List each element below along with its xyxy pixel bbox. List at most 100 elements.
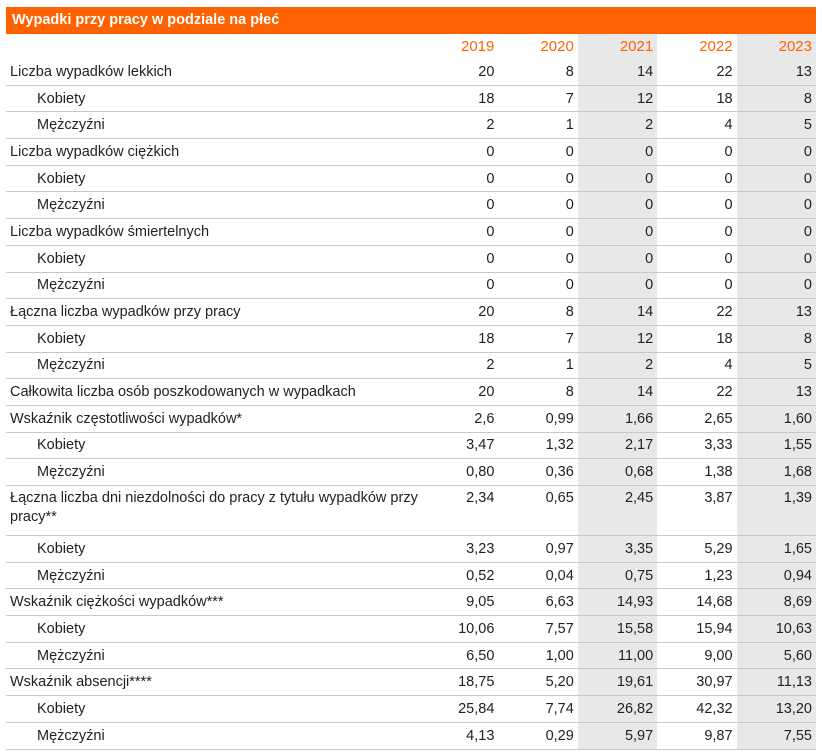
table-row: Wskaźnik ciężkości wypadków*** 9,05 6,63 14… xyxy=(6,588,816,617)
value-cell-2022: 4 xyxy=(657,352,737,380)
value-cell-2019: 18 xyxy=(419,85,499,113)
value-cell-2022: 15,94 xyxy=(657,615,737,643)
table-row: Wskaźnik absencji**** 18,75 5,20 19,61 30,97… xyxy=(6,668,816,697)
value-cell-2021: 1,66 xyxy=(577,405,658,433)
value-cell-2023: 0 xyxy=(736,191,816,220)
value-cell-2023: 5 xyxy=(736,352,816,380)
row-label: Wskaźnik częstotliwości wypadków* xyxy=(6,405,420,433)
value-cell-2023: 7,55 xyxy=(736,722,816,750)
table-row: Całkowita liczba osób poszkodowanych w w… xyxy=(6,378,816,406)
value-cell-2020: 0,65 xyxy=(498,485,578,536)
value-cell-2019: 0 xyxy=(419,191,499,220)
value-cell-2021: 0 xyxy=(577,138,658,166)
value-cell-2022: 1,38 xyxy=(657,458,737,486)
row-sublabel: Mężczyźni xyxy=(6,352,420,380)
value-cell-2019: 0,52 xyxy=(419,562,499,590)
value-cell-2020: 0 xyxy=(498,218,578,246)
value-cell-2022: 2,65 xyxy=(657,405,737,433)
value-cell-2019: 18,75 xyxy=(419,668,499,697)
value-cell-2019: 18 xyxy=(419,325,499,353)
value-cell-2023: 0 xyxy=(736,218,816,246)
value-cell-2020: 6,63 xyxy=(498,588,578,617)
value-cell-2019: 2 xyxy=(419,111,499,140)
year-header: 2023 xyxy=(736,34,816,59)
value-cell-2020: 7,74 xyxy=(498,695,578,723)
value-cell-2019: 4,13 xyxy=(419,722,499,750)
value-cell-2020: 0 xyxy=(498,165,578,193)
row-sublabel: Mężczyźni xyxy=(6,458,420,486)
value-cell-2020: 7 xyxy=(498,85,578,113)
value-cell-2023: 8,69 xyxy=(736,588,816,617)
value-cell-2020: 7 xyxy=(498,325,578,353)
value-cell-2023: 8 xyxy=(736,85,816,113)
row-sublabel: Kobiety xyxy=(6,245,420,273)
value-cell-2022: 0 xyxy=(657,165,737,193)
value-cell-2023: 13 xyxy=(736,59,816,86)
value-cell-2021: 12 xyxy=(577,325,658,353)
value-cell-2023: 0 xyxy=(736,138,816,166)
value-cell-2021: 0 xyxy=(577,272,658,300)
value-cell-2022: 30,97 xyxy=(657,668,737,697)
value-cell-2023: 0 xyxy=(736,245,816,273)
value-cell-2020: 0,36 xyxy=(498,458,578,486)
value-cell-2022: 9,00 xyxy=(657,642,737,670)
value-cell-2023: 0 xyxy=(736,272,816,300)
value-cell-2023: 1,39 xyxy=(736,485,816,536)
value-cell-2022: 4 xyxy=(657,111,737,140)
header-row: 2019 2020 2021 2022 2023 xyxy=(6,34,816,59)
value-cell-2023: 5 xyxy=(736,111,816,140)
value-cell-2020: 0 xyxy=(498,245,578,273)
row-sublabel: Mężczyźni xyxy=(6,191,420,220)
table-row: Mężczyźni 0 0 0 0 0 xyxy=(6,272,816,300)
value-cell-2022: 22 xyxy=(657,298,737,326)
year-header: 2020 xyxy=(540,38,574,55)
value-cell-2022: 0 xyxy=(657,272,737,300)
row-sublabel: Mężczyźni xyxy=(6,562,420,590)
value-cell-2022: 0 xyxy=(657,138,737,166)
table-row: Liczba wypadków ciężkich 0 0 0 0 0 xyxy=(6,138,816,166)
value-cell-2019: 2,6 xyxy=(419,405,499,433)
table-row: Mężczyźni 6,50 1,00 11,00 9,00 5,60 xyxy=(6,642,816,670)
row-sublabel: Kobiety xyxy=(6,535,420,563)
year-header: 2021 xyxy=(577,34,658,59)
value-cell-2021: 0,68 xyxy=(577,458,658,486)
value-cell-2023: 13 xyxy=(736,298,816,326)
value-cell-2023: 1,68 xyxy=(736,458,816,486)
value-cell-2020: 0 xyxy=(498,272,578,300)
value-cell-2023: 1,55 xyxy=(736,432,816,460)
value-cell-2023: 13 xyxy=(736,378,816,406)
value-cell-2020: 0,04 xyxy=(498,562,578,590)
table-body: Liczba wypadków lekkich 20 8 14 22 13 Kobiety 1… xyxy=(6,59,816,750)
row-sublabel: Mężczyźni xyxy=(6,272,420,300)
value-cell-2021: 14 xyxy=(577,298,658,326)
value-cell-2021: 26,82 xyxy=(577,695,658,723)
value-cell-2020: 0,99 xyxy=(498,405,578,433)
value-cell-2020: 1 xyxy=(498,352,578,380)
value-cell-2020: 5,20 xyxy=(498,668,578,697)
value-cell-2021: 14 xyxy=(577,59,658,86)
value-cell-2022: 14,68 xyxy=(657,588,737,617)
value-cell-2022: 3,87 xyxy=(657,485,737,536)
value-cell-2019: 0 xyxy=(419,165,499,193)
value-cell-2021: 0,75 xyxy=(577,562,658,590)
value-cell-2022: 0 xyxy=(657,245,737,273)
value-cell-2019: 2 xyxy=(419,352,499,380)
table-row: Kobiety 18 7 12 18 8 xyxy=(6,85,816,113)
value-cell-2020: 0,97 xyxy=(498,535,578,563)
header-label-cell xyxy=(6,34,419,59)
row-sublabel: Kobiety xyxy=(6,165,420,193)
row-sublabel: Kobiety xyxy=(6,325,420,353)
table-row: Kobiety 25,84 7,74 26,82 42,32 13,20 xyxy=(6,695,816,723)
value-cell-2021: 0 xyxy=(577,191,658,220)
table-row: Liczba wypadków śmiertelnych 0 0 0 0 0 xyxy=(6,218,816,246)
value-cell-2020: 0 xyxy=(498,138,578,166)
row-label: Liczba wypadków śmiertelnych xyxy=(6,218,420,246)
value-cell-2019: 0 xyxy=(419,138,499,166)
value-cell-2022: 22 xyxy=(657,59,737,86)
table-row: Mężczyźni 2 1 2 4 5 xyxy=(6,352,816,380)
value-cell-2023: 1,60 xyxy=(736,405,816,433)
value-cell-2023: 8 xyxy=(736,325,816,353)
value-cell-2021: 0 xyxy=(577,245,658,273)
table-row: Kobiety 0 0 0 0 0 xyxy=(6,165,816,193)
row-label: Liczba wypadków ciężkich xyxy=(6,138,420,166)
